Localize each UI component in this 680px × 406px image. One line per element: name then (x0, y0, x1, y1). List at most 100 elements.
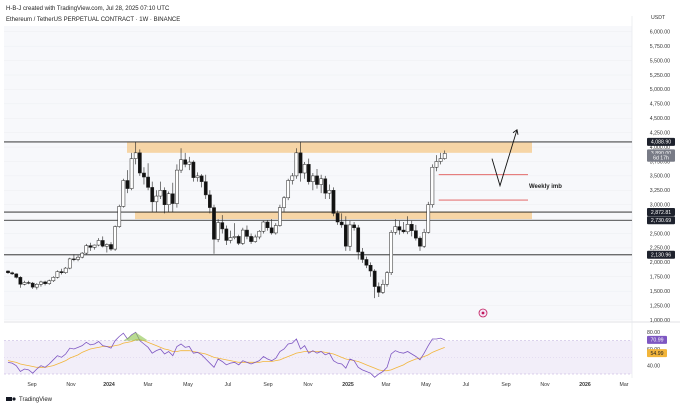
candle-body (409, 224, 414, 231)
candle-body (232, 236, 237, 238)
candle-body (315, 175, 319, 185)
candle-body (397, 226, 402, 231)
candle-body (430, 166, 435, 205)
supply-demand-zone (127, 142, 532, 153)
weekly-imb-label: Weekly imb (529, 184, 562, 190)
time-tick-label: Nov (303, 382, 313, 388)
candle-body (109, 244, 113, 250)
rsi-tag-box (647, 335, 667, 344)
candle-body (170, 193, 175, 204)
candle-body (339, 221, 344, 226)
price-tag-label: 4,088.90 (651, 140, 671, 146)
candle-body (216, 222, 220, 240)
candle-body (47, 280, 52, 284)
candle-body (356, 227, 361, 253)
candle-body (146, 176, 150, 188)
price-tick-label: 2,250.00 (650, 246, 670, 252)
candle-body (438, 158, 443, 162)
plot-area (4, 26, 632, 320)
time-tick-label: Sep (501, 382, 510, 388)
price-tick-label: 2,500.00 (650, 231, 670, 237)
rsi-band (4, 340, 632, 374)
price-tag-label: 2,730.69 (651, 218, 671, 224)
rsi-overbought-fill (123, 332, 149, 341)
rsi-tick-label: 40.00 (647, 363, 660, 369)
candle-body (133, 152, 138, 159)
candle-body (96, 240, 101, 246)
candle-body (327, 190, 332, 194)
candle-body (249, 236, 253, 242)
time-axis: Sep Nov 2024 Mar May Jul Sep Nov 2025 Mar May Jul Se… (27, 382, 628, 388)
candle-body (150, 187, 155, 203)
candle-body (385, 272, 389, 285)
price-tick-label: 5,500.00 (650, 58, 670, 64)
candle-body (34, 284, 39, 288)
candle-body (236, 236, 241, 244)
time-tick-label: May (421, 382, 431, 388)
candle-body (22, 282, 27, 285)
time-tick-label: Mar (144, 382, 153, 388)
price-tick-label: 1,750.00 (650, 275, 670, 281)
candle-body (418, 237, 422, 247)
price-tick-label: 4,250.00 (650, 130, 670, 136)
price-tick-label: 6,000.00 (650, 30, 670, 36)
candle-body (88, 245, 93, 248)
candle-body (269, 227, 274, 234)
price-tick-label: 5,750.00 (650, 44, 670, 50)
price-tag-box (647, 250, 675, 259)
candle-body (405, 224, 410, 233)
candle-body (203, 181, 208, 196)
candle-body (294, 152, 299, 177)
candle-body (72, 258, 76, 260)
candle-body (6, 270, 10, 273)
price-tag-box (647, 208, 675, 217)
candle-body (290, 175, 295, 181)
price-tag-box (647, 216, 675, 225)
price-tick-label: 2,000.00 (650, 260, 670, 266)
candle-body (14, 273, 19, 278)
candle-body (228, 237, 233, 241)
price-tick-label: 5,250.00 (650, 73, 670, 79)
candle-body (117, 206, 122, 227)
candle-body (261, 221, 266, 232)
candle-body (125, 180, 130, 189)
candle-body (166, 193, 171, 205)
projection-arrow (491, 129, 518, 188)
watermark-line: H-B-J created with TradingView.com, Jul … (6, 6, 170, 12)
time-tick-label: Sep (263, 382, 272, 388)
candle-body (422, 232, 426, 247)
candle-body (389, 232, 394, 273)
price-tick-label: 3,750.00 (650, 159, 670, 165)
time-tick-label: Nov (66, 382, 76, 388)
candle-body (129, 158, 134, 189)
candle-body (158, 190, 163, 197)
candle-body (306, 164, 311, 182)
price-tick-label: 1,250.00 (650, 303, 670, 309)
candle-body (381, 284, 385, 293)
candle-body (372, 270, 377, 287)
time-tick-label: Jul (225, 382, 232, 388)
time-tick-label: Nov (540, 382, 550, 388)
candle-body (84, 245, 89, 254)
arrow-head (512, 128, 519, 135)
candle-body (187, 161, 192, 165)
candle-body (30, 282, 35, 288)
price-tick-label: 4,750.00 (650, 102, 670, 108)
candle-body (364, 259, 369, 266)
candle-body (240, 229, 245, 244)
symbol-line: Ethereum / TetherUS PERPETUAL CONTRACT ·… (6, 17, 180, 23)
candle-body (286, 180, 291, 199)
price-tick-label: 5,000.00 (650, 87, 670, 93)
rsi-tag-label: 70.99 (651, 338, 664, 344)
candle-body (121, 180, 126, 207)
eye-icon[interactable] (478, 308, 488, 318)
rsi-tag-label: 54.99 (651, 351, 664, 357)
grid (4, 16, 680, 378)
price-tick-label: 1,000.00 (650, 318, 670, 324)
price-tag-label: 6d 17h (653, 156, 669, 162)
candle-body (335, 213, 340, 223)
candle-body (175, 169, 179, 204)
candle-body (426, 204, 431, 233)
candle-body (265, 221, 270, 229)
